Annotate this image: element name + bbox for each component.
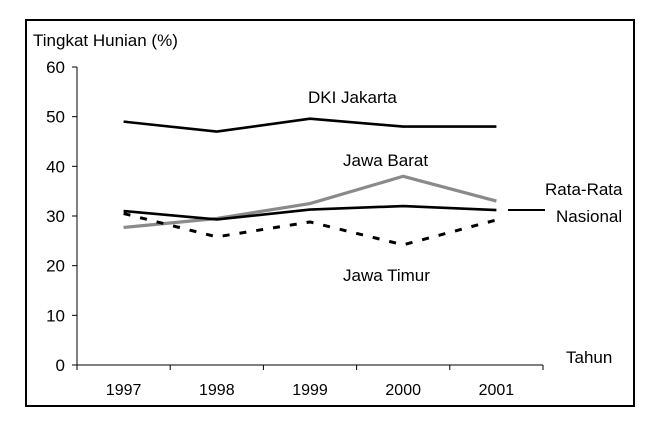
x-tick-label: 1998 (199, 382, 235, 399)
series-line-dki-jakarta (123, 117, 497, 133)
y-tick-label: 10 (46, 306, 65, 325)
ticks: 0 10 20 30 40 50 60 1997 1998 1999 2000 2001 (46, 58, 544, 399)
y-tick-label: 40 (46, 157, 65, 176)
x-axis-title: Tahun (566, 348, 612, 367)
series-line-jawa-timur (123, 212, 497, 247)
y-tick-label: 20 (46, 257, 65, 276)
y-tick-label: 30 (46, 207, 65, 226)
y-tick-label: 50 (46, 108, 65, 127)
series-label-rata-rata-line1: Rata-Rata (545, 180, 623, 199)
y-tick-label: 60 (46, 58, 65, 77)
x-tick-label: 2000 (385, 382, 421, 399)
x-tick-label: 1999 (292, 382, 328, 399)
x-tick-label: 1997 (106, 382, 142, 399)
series-label-jawa-barat: Jawa Barat (343, 151, 428, 170)
series-label-dki-jakarta: DKI Jakarta (308, 88, 397, 107)
y-axis-title: Tingkat Hunian (%) (33, 31, 178, 50)
series-lines (123, 117, 497, 247)
y-tick-label: 0 (56, 356, 65, 375)
series-label-jawa-timur: Jawa Timur (343, 266, 430, 285)
series-label-rata-rata-line2: Nasional (556, 207, 622, 226)
series-line-rata-rata-nasional (123, 204, 497, 221)
series-line-jawa-barat (123, 174, 497, 230)
x-tick-label: 2001 (479, 382, 515, 399)
axes (76, 67, 543, 366)
